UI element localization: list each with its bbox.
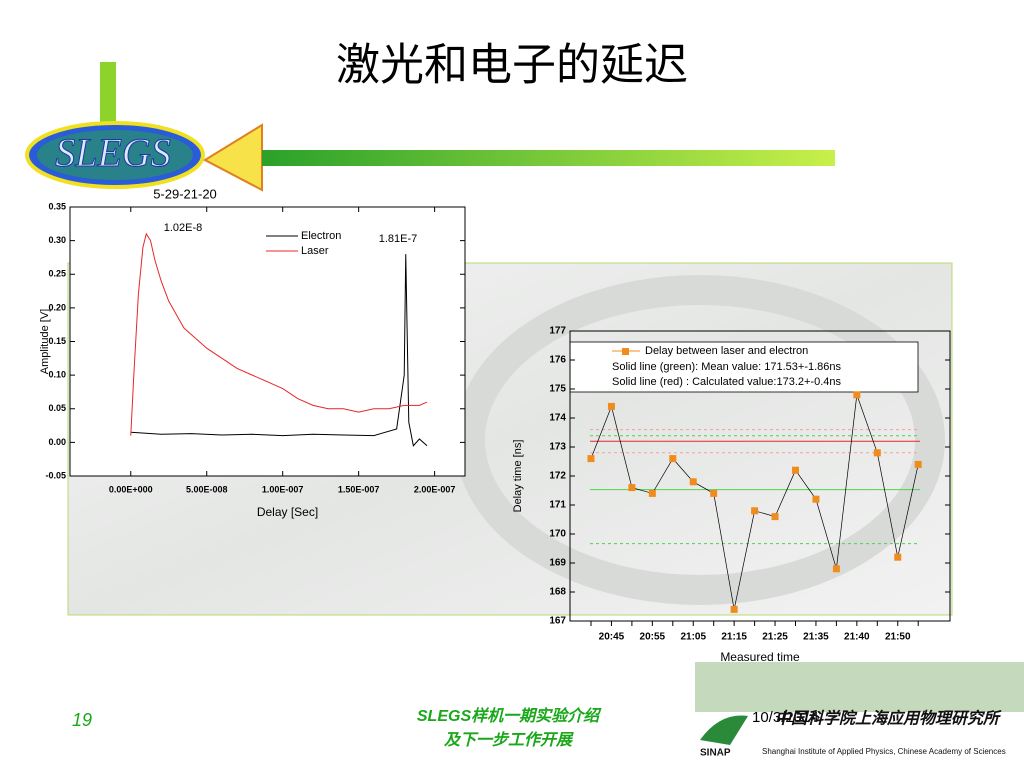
x-axis-label: Delay [Sec] — [257, 505, 318, 519]
y-tick-label: 0.30 — [48, 235, 66, 245]
y-tick-label: 0.05 — [48, 403, 66, 413]
marker — [832, 565, 840, 573]
y-tick-label: 175 — [549, 384, 566, 395]
slide-title: 激光和电子的延迟 — [336, 40, 688, 91]
marker — [669, 455, 677, 463]
y-tick-label: 170 — [549, 529, 566, 540]
x-tick-label: 21:35 — [803, 632, 829, 643]
marker — [648, 489, 656, 497]
plot-frame — [69, 206, 466, 477]
y-tick-label: 0.35 — [48, 201, 66, 211]
x-tick-label: 21:50 — [885, 632, 911, 643]
logo-arrow — [202, 123, 263, 192]
marker — [628, 484, 636, 492]
x-tick-label: 21:40 — [844, 632, 870, 643]
marker — [812, 495, 820, 503]
y-tick-label: 177 — [549, 326, 566, 337]
logo-bar — [100, 62, 116, 126]
legend-label: Electron — [301, 230, 341, 242]
x-axis-label: Measured time — [720, 650, 800, 664]
marker — [587, 455, 595, 463]
y-tick-label: 167 — [549, 616, 566, 627]
series-line — [130, 232, 428, 436]
marker — [751, 507, 759, 515]
x-tick-label: 1.50E-007 — [338, 484, 380, 494]
y-tick-label: 0.25 — [48, 269, 66, 279]
logo-text: SLEGS — [55, 130, 171, 175]
legend-note: Solid line (red) : Calculated value:173.… — [612, 376, 841, 388]
footer-image — [695, 662, 1024, 712]
y-tick-label: 173 — [549, 442, 566, 453]
y-tick-label: 174 — [549, 413, 566, 424]
legend-note: Solid line (green): Mean value: 171.53+-… — [612, 361, 842, 373]
x-tick-label: 0.00E+000 — [109, 484, 153, 494]
marker — [792, 466, 799, 474]
x-tick-label: 5.00E-008 — [186, 484, 228, 494]
sinap-logo — [700, 715, 748, 745]
annotation: 1.02E-8 — [164, 222, 203, 234]
y-tick-label: 172 — [549, 471, 566, 482]
marker — [730, 605, 738, 613]
marker — [873, 449, 881, 457]
x-tick-label: 1.00E-007 — [262, 484, 304, 494]
org-name-en: Shanghai Institute of Applied Physics, C… — [762, 747, 1006, 756]
y-tick-label: 0.00 — [48, 437, 66, 447]
y-axis-label: Delay time [ns] — [512, 440, 524, 513]
y-tick-label: -0.05 — [45, 470, 66, 480]
y-tick-label: 0.20 — [48, 302, 66, 312]
legend-label: Laser — [301, 245, 329, 257]
footer-subject: SLEGS样机一期实验介绍 — [417, 707, 602, 725]
x-tick-label: 2.00E-007 — [414, 484, 456, 494]
marker — [894, 553, 902, 561]
x-tick-label: 20:45 — [599, 632, 625, 643]
page-number: 19 — [72, 710, 92, 730]
y-tick-label: 176 — [549, 355, 566, 366]
background-decoration — [455, 275, 945, 605]
header-bar — [262, 150, 835, 166]
y-tick-label: 169 — [549, 558, 566, 569]
y-tick-label: 0.10 — [48, 370, 66, 380]
marker — [771, 513, 779, 521]
logo-inner — [37, 130, 193, 180]
x-tick-label: 21:15 — [721, 632, 747, 643]
annotation: 1.81E-7 — [379, 233, 418, 245]
x-tick-label: 21:05 — [680, 632, 706, 643]
y-axis-label: Amplitude [V] — [39, 309, 51, 374]
legend-label: Delay between laser and electron — [645, 345, 808, 357]
marker — [689, 478, 697, 486]
org-name-cn: 中国科学院上海应用物理研究所 — [775, 709, 1002, 728]
y-tick-label: 0.15 — [48, 336, 66, 346]
chart-title: 5-29-21-20 — [153, 186, 217, 201]
legend-swatch — [622, 348, 629, 355]
x-tick-label: 20:55 — [640, 632, 666, 643]
y-tick-label: 171 — [549, 500, 566, 511]
marker — [710, 489, 718, 497]
org-short: SINAP — [700, 748, 731, 759]
x-tick-label: 21:25 — [762, 632, 788, 643]
marker — [607, 402, 615, 410]
footer-subject: 及下一步工作开展 — [444, 731, 574, 749]
footer-date: 10/3/2014 — [752, 709, 819, 726]
y-tick-label: 168 — [549, 587, 566, 598]
marker — [914, 460, 922, 468]
marker — [853, 391, 861, 399]
series-line — [130, 254, 428, 447]
